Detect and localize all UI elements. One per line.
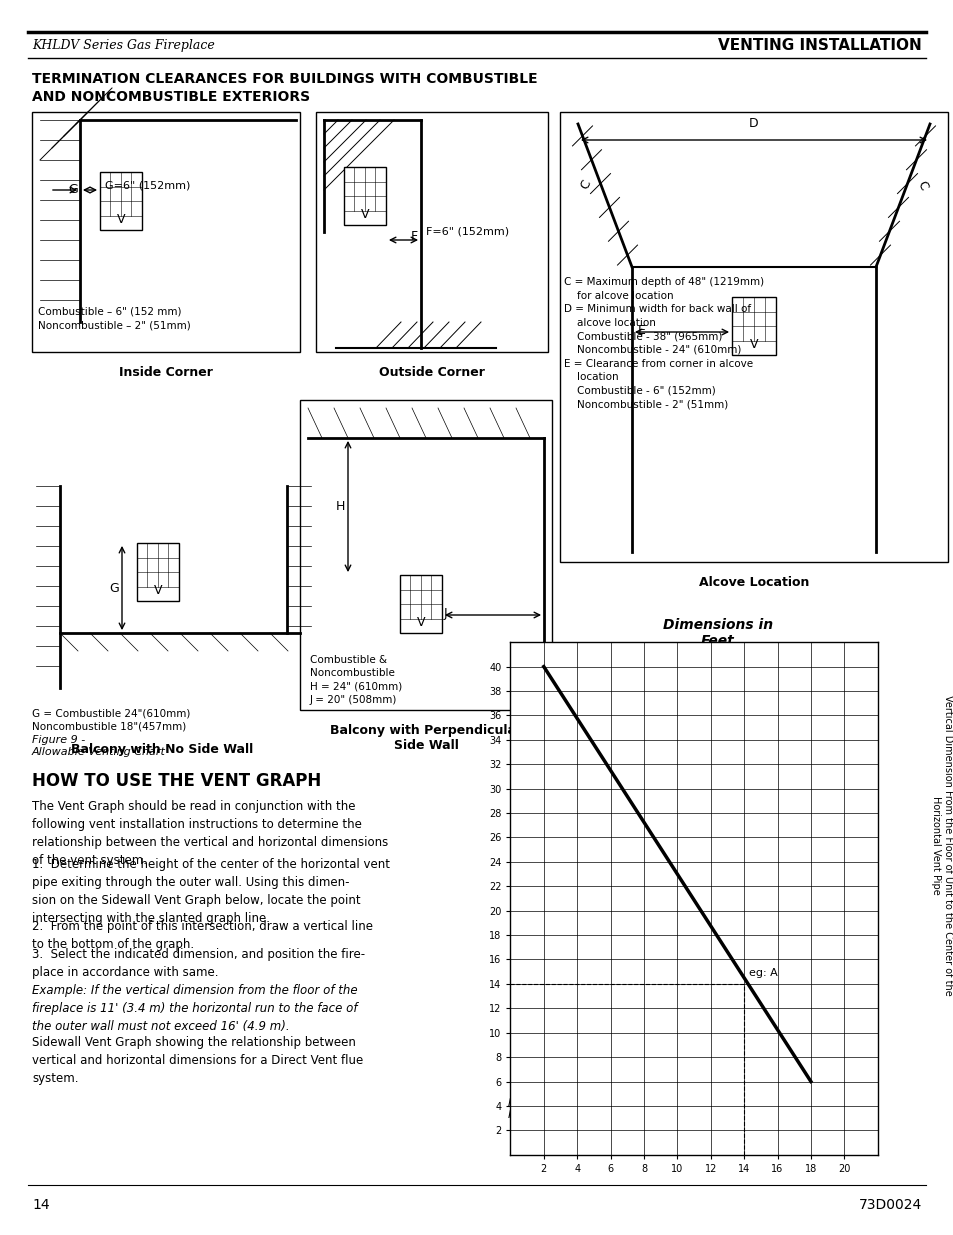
Text: V: V bbox=[116, 214, 125, 226]
Text: eg: A: eg: A bbox=[748, 968, 777, 978]
Text: G = Combustible 24"(610mm)
Noncombustible 18"(457mm): G = Combustible 24"(610mm) Noncombustibl… bbox=[32, 708, 191, 731]
Text: Sidewall Vent Graph showing the relationship between
vertical and horizontal dim: Sidewall Vent Graph showing the relation… bbox=[32, 1036, 363, 1086]
Text: TERMINATION CLEARANCES FOR BUILDINGS WITH COMBUSTIBLE
AND NONCOMBUSTIBLE EXTERIO: TERMINATION CLEARANCES FOR BUILDINGS WIT… bbox=[32, 72, 537, 105]
Bar bbox=[137, 543, 179, 601]
Text: Balcony with Perpendicular
Side Wall: Balcony with Perpendicular Side Wall bbox=[330, 724, 521, 752]
Text: C: C bbox=[913, 178, 929, 191]
Text: Horizontal dimension from the finished outside wall
to the center of the pipe on: Horizontal dimension from the finished o… bbox=[582, 1088, 852, 1112]
Text: 1.  Determine the height of the center of the horizontal vent
pipe exiting throu: 1. Determine the height of the center of… bbox=[32, 858, 390, 925]
Text: Combustible &
Noncombustible
H = 24" (610mm)
J = 20" (508mm): Combustible & Noncombustible H = 24" (61… bbox=[310, 655, 402, 705]
Text: E: E bbox=[638, 324, 645, 337]
Text: Balcony with No Side Wall: Balcony with No Side Wall bbox=[71, 743, 253, 756]
Text: Example: If the vertical dimension from the floor of the
fireplace is 11' (3.4 m: Example: If the vertical dimension from … bbox=[32, 984, 357, 1032]
Text: V: V bbox=[416, 616, 425, 629]
Text: Figure 10 -
Rear Wall Venting Graph: Figure 10 - Rear Wall Venting Graph bbox=[507, 1098, 644, 1120]
Text: F=6" (152mm): F=6" (152mm) bbox=[426, 227, 509, 237]
Text: V: V bbox=[749, 338, 758, 351]
Text: G: G bbox=[110, 582, 119, 594]
Text: 14: 14 bbox=[32, 1198, 50, 1212]
Text: C: C bbox=[578, 178, 593, 191]
Bar bbox=[731, 296, 775, 354]
Text: 73D0024: 73D0024 bbox=[858, 1198, 921, 1212]
Text: 3.  Select the indicated dimension, and position the fire-
place in accordance w: 3. Select the indicated dimension, and p… bbox=[32, 948, 365, 979]
Text: Inside Corner: Inside Corner bbox=[119, 366, 213, 379]
Bar bbox=[32, 112, 299, 352]
Bar bbox=[344, 167, 386, 225]
Text: Vertical Dimension From the Floor of Unit to the Center of the
Horizontal Vent P: Vertical Dimension From the Floor of Uni… bbox=[930, 694, 952, 995]
Text: Dimensions in
Feet: Dimensions in Feet bbox=[662, 618, 772, 648]
Text: The Vent Graph should be read in conjunction with the
following vent installatio: The Vent Graph should be read in conjunc… bbox=[32, 800, 388, 867]
Text: KHLDV Series Gas Fireplace: KHLDV Series Gas Fireplace bbox=[32, 40, 214, 53]
Bar bbox=[299, 400, 552, 710]
Text: G=6" (152mm): G=6" (152mm) bbox=[105, 180, 191, 190]
Text: D: D bbox=[748, 117, 758, 130]
Bar bbox=[559, 112, 947, 562]
Text: V: V bbox=[153, 584, 162, 597]
Bar bbox=[100, 172, 142, 230]
Text: HOW TO USE THE VENT GRAPH: HOW TO USE THE VENT GRAPH bbox=[32, 772, 321, 790]
Text: G: G bbox=[69, 183, 78, 196]
Text: 2.  From the point of this intersection, draw a vertical line
to the bottom of t: 2. From the point of this intersection, … bbox=[32, 920, 373, 951]
Bar bbox=[399, 576, 441, 634]
Text: Figure 9 -
Allowable Venting Chart: Figure 9 - Allowable Venting Chart bbox=[32, 735, 166, 757]
Text: C = Maximum depth of 48" (1219mm)
    for alcove location
D = Minimum width for : C = Maximum depth of 48" (1219mm) for al… bbox=[563, 277, 763, 409]
Text: VENTING INSTALLATION: VENTING INSTALLATION bbox=[718, 38, 921, 53]
Text: V: V bbox=[360, 207, 369, 221]
Text: Alcove Location: Alcove Location bbox=[699, 576, 808, 589]
Text: Outside Corner: Outside Corner bbox=[378, 366, 484, 379]
Text: J: J bbox=[443, 606, 447, 620]
Bar bbox=[315, 112, 547, 352]
Text: H: H bbox=[335, 499, 345, 513]
Text: F: F bbox=[411, 230, 417, 243]
Text: Combustible – 6" (152 mm)
Noncombustible – 2" (51mm): Combustible – 6" (152 mm) Noncombustible… bbox=[38, 308, 191, 330]
